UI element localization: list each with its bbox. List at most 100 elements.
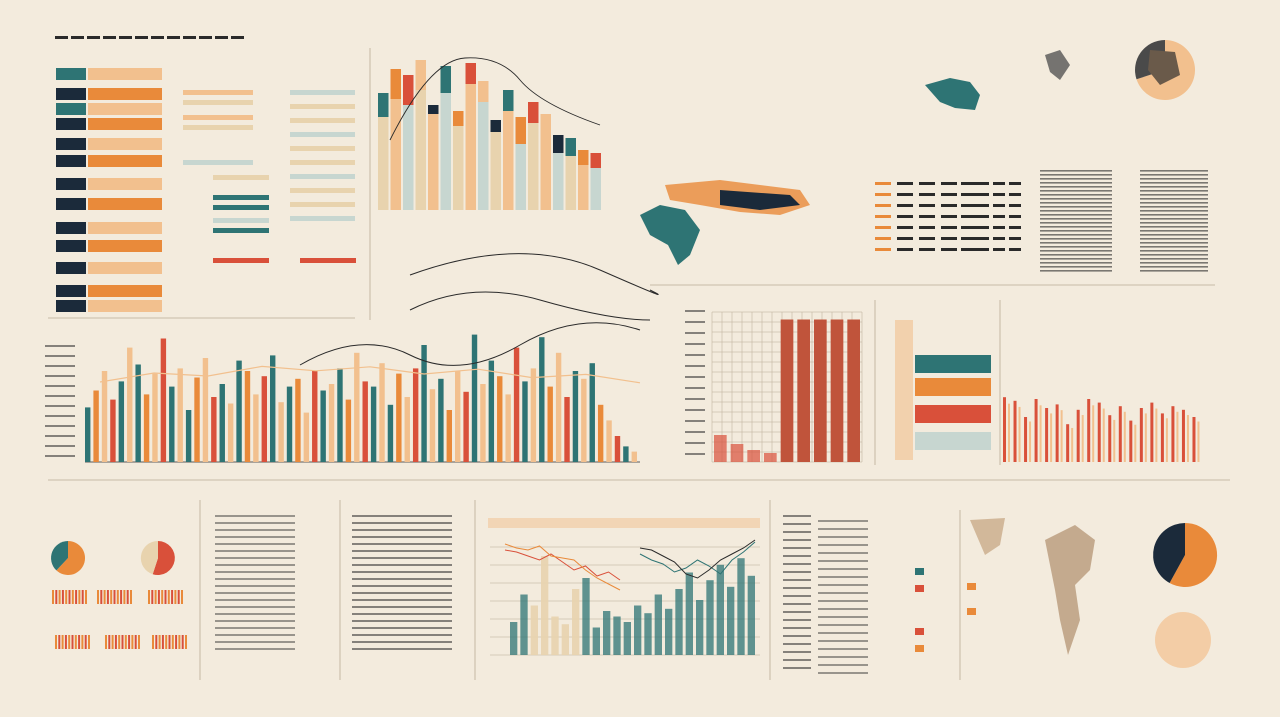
gridbars-bar-3 — [764, 453, 777, 462]
thinbars-bar-7 — [1076, 409, 1080, 462]
barcode-0-7 — [75, 590, 78, 604]
barcode-2-6 — [167, 590, 170, 604]
thinbars-bar-b-17 — [1186, 415, 1189, 462]
dense-b-18 — [1140, 242, 1208, 244]
skyline-bar-top-16 — [578, 150, 589, 165]
barcode-5-1 — [155, 635, 158, 649]
gridbars-bar-6 — [814, 319, 827, 462]
bigbars-ylabel-8 — [45, 425, 75, 427]
table-cell-2-2 — [919, 204, 935, 207]
midbars-bar-19 — [706, 580, 714, 655]
dense-a-17 — [1040, 238, 1112, 240]
gridbars-bar-0 — [714, 435, 727, 462]
header-stroke-5 — [135, 36, 148, 39]
left-strip-0 — [88, 68, 162, 80]
chip-1 — [915, 585, 924, 592]
bigbars-bar-7 — [143, 394, 150, 462]
barcode-4-3 — [114, 635, 117, 649]
col6b-line-11 — [818, 608, 868, 610]
barcode-4-0 — [105, 635, 107, 649]
barcode-1-4 — [110, 590, 113, 604]
table2-cell-4-3 — [993, 226, 1005, 229]
barcode-4-6 — [124, 635, 127, 649]
gridbars-ylabel-12 — [685, 442, 705, 444]
table2-cell-2-1 — [961, 204, 973, 207]
thinbars-bar-b-18 — [1197, 421, 1200, 462]
dense-a-2 — [1040, 178, 1112, 180]
thinbars-bar-b-6 — [1071, 427, 1074, 462]
gridbars-bar-5 — [797, 319, 810, 462]
left-strip-4 — [88, 138, 162, 150]
table-cell-5-0 — [875, 237, 891, 240]
midbars-bar-8 — [592, 627, 600, 655]
bigbars-bar-37 — [396, 373, 402, 462]
table2-cell-5-2 — [977, 237, 989, 240]
thinbars-bar-2 — [1024, 417, 1028, 462]
gridbars-ylabel-0 — [685, 310, 705, 312]
col3-line-8 — [352, 571, 452, 573]
mid-strip-10 — [213, 258, 269, 263]
col2-line-0 — [215, 515, 295, 517]
bigbars-ylabel-0 — [45, 345, 75, 347]
bigbars-bar-58 — [572, 371, 579, 462]
col6b-line-3 — [818, 544, 868, 546]
dense-a-11 — [1040, 214, 1112, 216]
barcode-0-3 — [61, 590, 64, 604]
left-strip-10 — [88, 262, 162, 274]
thinbars-bar-b-10 — [1113, 419, 1116, 462]
bigbars-ylabel-4 — [45, 385, 75, 387]
table2-cell-6-0 — [945, 248, 957, 251]
thinbars-bar-b-2 — [1029, 421, 1032, 462]
skyline-bar-base-12 — [528, 123, 539, 210]
gridbars-ylabel-1 — [685, 321, 705, 323]
right-strip-3 — [290, 132, 355, 137]
right-strip-8 — [290, 202, 355, 207]
dense-a-9 — [1040, 206, 1112, 208]
barcode-3-9 — [84, 635, 87, 649]
bigbars-ylabel-5 — [45, 395, 75, 397]
pie-0-slice-0 — [56, 540, 86, 575]
table2-cell-1-4 — [1009, 193, 1021, 196]
col3-line-15 — [352, 620, 452, 622]
bigbars-bar-40 — [421, 345, 427, 462]
midbars-bar-10 — [613, 616, 621, 655]
decorative-blocks — [52, 36, 1208, 674]
barcode-1-6 — [116, 590, 119, 604]
bigbars-bar-10 — [169, 386, 175, 462]
col3-line-19 — [352, 648, 452, 650]
bigbars-bar-55 — [547, 386, 553, 462]
col6-line-15 — [783, 635, 811, 637]
bigbars-bar-22 — [270, 355, 276, 462]
dense-b-22 — [1140, 258, 1208, 260]
left-tag-7 — [56, 198, 86, 210]
barcode-5-3 — [161, 635, 164, 649]
table2-cell-6-2 — [977, 248, 989, 251]
dense-a-15 — [1040, 230, 1112, 232]
bigbars-bar-61 — [597, 404, 604, 462]
bigbars-bar-12 — [185, 410, 192, 462]
bigbars-bar-5 — [127, 347, 133, 462]
gridbars-ylabel-7 — [685, 387, 705, 389]
band-side — [895, 320, 913, 460]
table-cell-0-1 — [897, 182, 913, 185]
table2-cell-0-2 — [977, 182, 989, 185]
midbars-bar-13 — [644, 613, 652, 655]
col2-line-19 — [215, 648, 295, 650]
map-asia — [925, 78, 980, 110]
midbars-bar-3 — [541, 556, 549, 655]
skyline-bar-base-5 — [440, 93, 451, 210]
table2-cell-2-2 — [977, 204, 989, 207]
table2-cell-3-4 — [1009, 215, 1021, 218]
bigbars-bar-46 — [471, 334, 478, 462]
bigbars-bar-38 — [404, 397, 410, 462]
barcode-4-4 — [118, 635, 121, 649]
bigbars-bar-2 — [101, 371, 108, 462]
col6b-line-19 — [818, 672, 868, 674]
thinbars-bar-b-7 — [1081, 415, 1084, 462]
skyline-bar-chart — [378, 57, 601, 210]
col6-line-4 — [783, 547, 811, 549]
table-cell-6-2 — [919, 248, 935, 251]
col6b-line-13 — [818, 624, 868, 626]
dense-a-4 — [1040, 186, 1112, 188]
bigbars-bar-51 — [513, 347, 520, 462]
